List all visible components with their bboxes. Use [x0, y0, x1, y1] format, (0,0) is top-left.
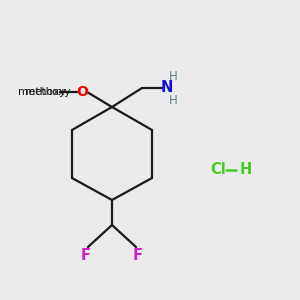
Text: H: H: [169, 70, 177, 83]
Text: H: H: [240, 163, 252, 178]
Text: Cl: Cl: [210, 163, 226, 178]
Text: F: F: [81, 248, 91, 263]
Text: N: N: [161, 80, 173, 95]
Text: methoxy: methoxy: [18, 87, 66, 97]
Text: H: H: [169, 94, 177, 106]
Text: methoxy: methoxy: [25, 87, 71, 97]
Text: F: F: [133, 248, 143, 263]
Text: O: O: [76, 85, 88, 99]
